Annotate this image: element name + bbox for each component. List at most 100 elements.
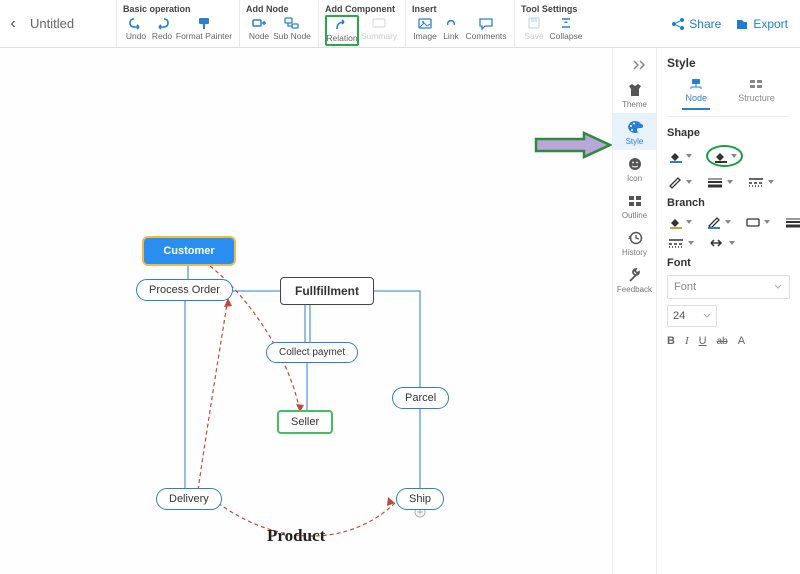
bold-button[interactable]: B: [667, 335, 675, 347]
font-size-select[interactable]: 24: [667, 305, 717, 327]
arrow-type-icon: [708, 237, 726, 249]
shirt-icon: [626, 82, 644, 98]
tab-node[interactable]: Node: [682, 78, 710, 110]
format-painter-button[interactable]: Format Painter: [175, 15, 233, 42]
doc-section: ‹ Untitled: [0, 0, 116, 47]
redo-button[interactable]: Redo: [149, 15, 175, 42]
branch-color-picker[interactable]: [667, 215, 692, 229]
line-style-picker[interactable]: [667, 175, 692, 189]
image-label: Image: [413, 31, 437, 41]
dock-feedback-label: Feedback: [617, 285, 652, 294]
back-button[interactable]: ‹: [6, 15, 20, 33]
node-seller[interactable]: Seller: [277, 410, 333, 434]
branch-line-picker[interactable]: [706, 215, 731, 229]
font-family-select[interactable]: Font: [667, 275, 790, 299]
save-button[interactable]: Save: [521, 15, 547, 42]
group-basic-title: Basic operation: [123, 2, 233, 15]
dock-history[interactable]: History: [613, 224, 657, 261]
comments-label: Comments: [465, 31, 506, 41]
palette-icon: [626, 119, 644, 135]
undo-button[interactable]: Undo: [123, 15, 149, 42]
toolbar: ‹ Untitled Basic operation Undo Redo For…: [0, 0, 800, 48]
dock-outline[interactable]: Outline: [613, 187, 657, 224]
node-collect-payment[interactable]: Collect paymet: [266, 342, 358, 363]
dock-feedback[interactable]: Feedback: [613, 261, 657, 298]
node-tab-icon: [688, 78, 704, 90]
comments-button[interactable]: Comments: [464, 15, 508, 42]
relation-button[interactable]: Relation: [325, 15, 359, 46]
export-button[interactable]: Export: [735, 17, 788, 31]
smile-icon: [626, 156, 644, 172]
share-icon: [671, 17, 685, 31]
chevron-down-icon: [773, 283, 783, 291]
shape-style-picker[interactable]: [706, 145, 743, 167]
node-ship[interactable]: Ship: [396, 488, 444, 510]
bucket-icon: [667, 149, 683, 163]
side-dock: Theme Style Icon Outline History Feedbac…: [612, 48, 656, 574]
dock-outline-label: Outline: [622, 211, 647, 220]
node-customer[interactable]: Customer: [144, 238, 234, 264]
font-family-value: Font: [674, 281, 696, 293]
link-button[interactable]: Link: [438, 15, 464, 42]
relation-icon: [334, 18, 350, 32]
italic-button[interactable]: I: [685, 335, 689, 347]
summary-button[interactable]: Summary: [359, 15, 399, 46]
annotation-arrow-icon: [534, 130, 612, 160]
tab-structure-label: Structure: [738, 93, 775, 103]
group-insert: Insert Image Link Comments: [405, 0, 514, 47]
dock-style[interactable]: Style: [613, 113, 657, 150]
node-parcel[interactable]: Parcel: [392, 387, 449, 409]
node-fulfillment[interactable]: Fullfillment: [280, 277, 374, 305]
lines2-icon: [784, 216, 800, 228]
dock-theme-label: Theme: [622, 100, 647, 109]
collapse-label: Collapse: [549, 31, 582, 41]
dock-icon[interactable]: Icon: [613, 150, 657, 187]
wrench-icon: [626, 267, 644, 283]
font-color-button[interactable]: A: [738, 335, 745, 347]
font-style-row: B I U ab A: [667, 335, 790, 347]
dock-collapse-button[interactable]: [613, 54, 656, 76]
save-icon: [526, 16, 542, 30]
underline-button[interactable]: U: [699, 335, 707, 347]
dock-style-label: Style: [626, 137, 644, 146]
branch-arrow-picker[interactable]: [708, 237, 735, 249]
node-button[interactable]: Node: [246, 15, 272, 42]
border-width-picker[interactable]: [706, 176, 733, 188]
image-button[interactable]: Image: [412, 15, 438, 42]
label-product: Product: [267, 526, 325, 546]
dash-icon: [747, 176, 765, 188]
group-add-component: Add Component Relation Summary: [318, 0, 405, 47]
strike-button[interactable]: ab: [717, 336, 728, 347]
chevron-down-icon: [703, 312, 711, 320]
save-label: Save: [524, 31, 543, 41]
rect-icon: [745, 216, 761, 228]
group-insert-title: Insert: [412, 2, 508, 15]
summary-icon: [371, 16, 387, 30]
node-process-order[interactable]: Process Order: [136, 279, 233, 301]
branch-dash-picker[interactable]: [667, 237, 694, 249]
font-size-value: 24: [673, 310, 685, 322]
style-panel: Style Node Structure Shape: [656, 48, 800, 574]
subnode-button[interactable]: Sub Node: [272, 15, 312, 42]
border-dash-picker[interactable]: [747, 176, 774, 188]
top-right-actions: Share Export: [671, 0, 800, 47]
section-font-title: Font: [667, 257, 790, 269]
tab-structure[interactable]: Structure: [738, 78, 775, 110]
export-icon: [735, 17, 749, 31]
collapse-button[interactable]: Collapse: [547, 15, 585, 42]
branch-shape-picker[interactable]: [745, 216, 770, 228]
tab-node-label: Node: [685, 93, 707, 103]
branch-width-picker[interactable]: [784, 216, 800, 228]
panel-title: Style: [667, 56, 790, 70]
node-delivery[interactable]: Delivery: [156, 488, 222, 510]
export-label: Export: [753, 17, 788, 31]
dock-icon-label: Icon: [627, 174, 642, 183]
redo-icon: [154, 16, 170, 30]
share-button[interactable]: Share: [671, 17, 721, 31]
section-branch-title: Branch: [667, 197, 790, 209]
shape-fill-picker[interactable]: [667, 149, 692, 163]
canvas[interactable]: Customer Process Order Fullfillment Coll…: [0, 48, 612, 574]
group-tool-settings: Tool Settings Save Collapse: [514, 0, 591, 47]
link-icon: [443, 16, 459, 30]
dock-theme[interactable]: Theme: [613, 76, 657, 113]
